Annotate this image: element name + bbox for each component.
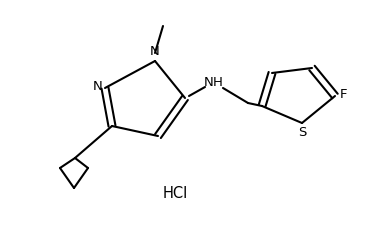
Text: F: F bbox=[340, 88, 348, 101]
Text: N: N bbox=[204, 76, 214, 88]
Text: N: N bbox=[150, 45, 160, 58]
Text: S: S bbox=[298, 126, 306, 139]
Text: N: N bbox=[92, 80, 102, 93]
Text: HCl: HCl bbox=[162, 186, 188, 202]
Text: H: H bbox=[213, 76, 223, 88]
